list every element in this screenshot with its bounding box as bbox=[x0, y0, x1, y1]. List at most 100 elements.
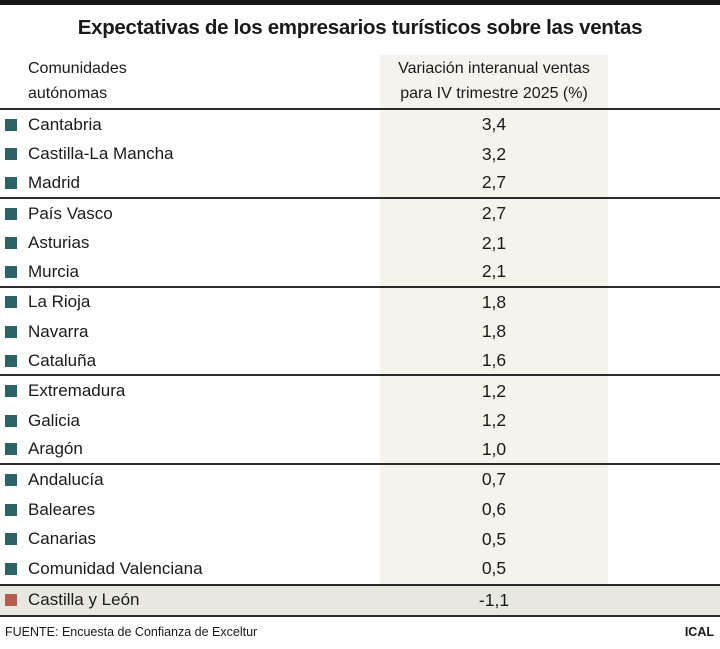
region-cell: Andalucía bbox=[0, 465, 380, 495]
teal-square-bullet-icon bbox=[5, 296, 17, 309]
value-cell: 3,4 bbox=[380, 110, 608, 140]
row-spacer bbox=[608, 376, 720, 406]
table-row: País Vasco 2,7 bbox=[0, 198, 720, 229]
value-cell: -1,1 bbox=[478, 589, 510, 610]
region-label: Navarra bbox=[28, 321, 89, 341]
table-row: Murcia 2,1 bbox=[0, 257, 720, 288]
table-row: Aragón 1,0 bbox=[0, 435, 720, 466]
row-spacer bbox=[608, 110, 720, 140]
region-cell: País Vasco bbox=[0, 199, 380, 229]
row-spacer bbox=[608, 169, 720, 197]
red-square-bullet-icon bbox=[5, 594, 17, 606]
teal-square-bullet-icon bbox=[5, 237, 17, 250]
value-cell: 0,6 bbox=[380, 494, 608, 525]
region-label: País Vasco bbox=[28, 203, 113, 223]
teal-square-bullet-icon bbox=[5, 443, 17, 456]
teal-square-bullet-icon bbox=[5, 207, 17, 220]
table-row: Galicia 1,2 bbox=[0, 405, 720, 436]
region-label: Baleares bbox=[28, 499, 96, 519]
table-row: La Rioja 1,8 bbox=[0, 287, 720, 318]
region-label: Asturias bbox=[28, 233, 90, 253]
value-cell: 2,7 bbox=[380, 169, 608, 197]
teal-square-bullet-icon bbox=[5, 176, 17, 189]
table-row: Comunidad Valenciana 0,5 bbox=[0, 553, 720, 584]
region-cell: Baleares bbox=[0, 495, 380, 525]
table-row: Asturias 2,1 bbox=[0, 228, 720, 258]
teal-square-bullet-icon bbox=[5, 562, 17, 575]
table-row: Andalucía 0,7 bbox=[0, 465, 720, 495]
region-label: Aragón bbox=[28, 439, 83, 459]
value-cell: 1,2 bbox=[380, 405, 608, 436]
value-cell: 0,5 bbox=[380, 553, 608, 584]
table-row: Navarra 1,8 bbox=[0, 317, 720, 347]
region-cell: Comunidad Valenciana bbox=[0, 554, 380, 584]
teal-square-bullet-icon bbox=[5, 503, 17, 516]
value-cell: 2,7 bbox=[380, 198, 608, 229]
table-row: Cantabria 3,4 bbox=[0, 110, 720, 140]
table-row-highlighted: Castilla y León -1,1 bbox=[0, 583, 720, 617]
row-spacer bbox=[608, 406, 720, 436]
teal-square-bullet-icon bbox=[5, 325, 17, 338]
table-row: Cataluña 1,6 bbox=[0, 346, 720, 377]
top-rule bbox=[0, 0, 720, 5]
row-spacer bbox=[608, 140, 720, 170]
teal-square-bullet-icon bbox=[5, 354, 17, 367]
value-cell: 0,7 bbox=[380, 465, 608, 495]
row-spacer bbox=[608, 586, 720, 615]
table-row: Canarias 0,5 bbox=[0, 524, 720, 554]
row-spacer bbox=[608, 554, 720, 584]
teal-square-bullet-icon bbox=[5, 265, 17, 278]
teal-square-bullet-icon bbox=[5, 148, 17, 161]
footer: FUENTE: Encuesta de Confianza de Exceltu… bbox=[0, 617, 720, 639]
region-label: La Rioja bbox=[28, 292, 91, 312]
region-label: Comunidad Valenciana bbox=[28, 558, 203, 578]
region-label: Extremadura bbox=[28, 381, 126, 401]
row-spacer bbox=[608, 228, 720, 258]
region-cell: Aragón bbox=[0, 436, 380, 464]
header-spacer bbox=[608, 55, 720, 108]
region-label: Castilla-La Mancha bbox=[28, 144, 174, 164]
value-cell: 3,2 bbox=[380, 139, 608, 170]
source-note: FUENTE: Encuesta de Confianza de Exceltu… bbox=[5, 624, 258, 639]
region-cell: Navarra bbox=[0, 317, 380, 347]
region-label: Cantabria bbox=[28, 114, 102, 134]
agency-credit: ICAL bbox=[684, 624, 714, 639]
row-spacer bbox=[608, 347, 720, 375]
region-cell: Asturias bbox=[0, 228, 380, 258]
region-label: Andalucía bbox=[28, 469, 104, 489]
row-spacer bbox=[608, 317, 720, 347]
row-spacer bbox=[608, 495, 720, 525]
teal-square-bullet-icon bbox=[5, 533, 17, 546]
row-spacer bbox=[608, 436, 720, 464]
region-label: Madrid bbox=[28, 172, 80, 192]
chart-title: Expectativas de los empresarios turístic… bbox=[77, 16, 643, 39]
table-row: Baleares 0,6 bbox=[0, 494, 720, 525]
value-cell: 0,5 bbox=[380, 524, 608, 554]
row-spacer bbox=[608, 465, 720, 495]
region-cell: Cataluña bbox=[0, 347, 380, 375]
region-cell: La Rioja bbox=[0, 288, 380, 318]
table-body: Cantabria 3,4 Castilla-La Mancha 3,2 Madrid 2… bbox=[0, 110, 720, 617]
row-spacer bbox=[608, 199, 720, 229]
value-cell: 2,1 bbox=[380, 228, 608, 258]
region-cell: Castilla y León bbox=[0, 586, 380, 615]
region-label: Galicia bbox=[28, 410, 80, 430]
region-cell: Cantabria bbox=[0, 110, 380, 140]
value-cell: 1,6 bbox=[380, 346, 608, 375]
table-row: Madrid 2,7 bbox=[0, 169, 720, 199]
region-label: Canarias bbox=[28, 529, 97, 549]
region-cell: Madrid bbox=[0, 169, 380, 197]
row-spacer bbox=[608, 258, 720, 286]
column-header-communities: Comunidades autónomas bbox=[28, 60, 127, 102]
column-header-variation: Variación interanual ventas para IV trim… bbox=[380, 55, 608, 108]
row-spacer bbox=[608, 524, 720, 554]
value-cell: 2,1 bbox=[380, 257, 608, 286]
row-spacer bbox=[608, 288, 720, 318]
region-cell: Extremadura bbox=[0, 376, 380, 406]
region-cell: Murcia bbox=[0, 258, 380, 286]
teal-square-bullet-icon bbox=[5, 473, 17, 486]
value-cell: 1,2 bbox=[380, 376, 608, 406]
teal-square-bullet-icon bbox=[5, 385, 17, 398]
table-header-row: Comunidades autónomas Variación interanu… bbox=[0, 55, 720, 110]
region-cell: Castilla-La Mancha bbox=[0, 140, 380, 170]
